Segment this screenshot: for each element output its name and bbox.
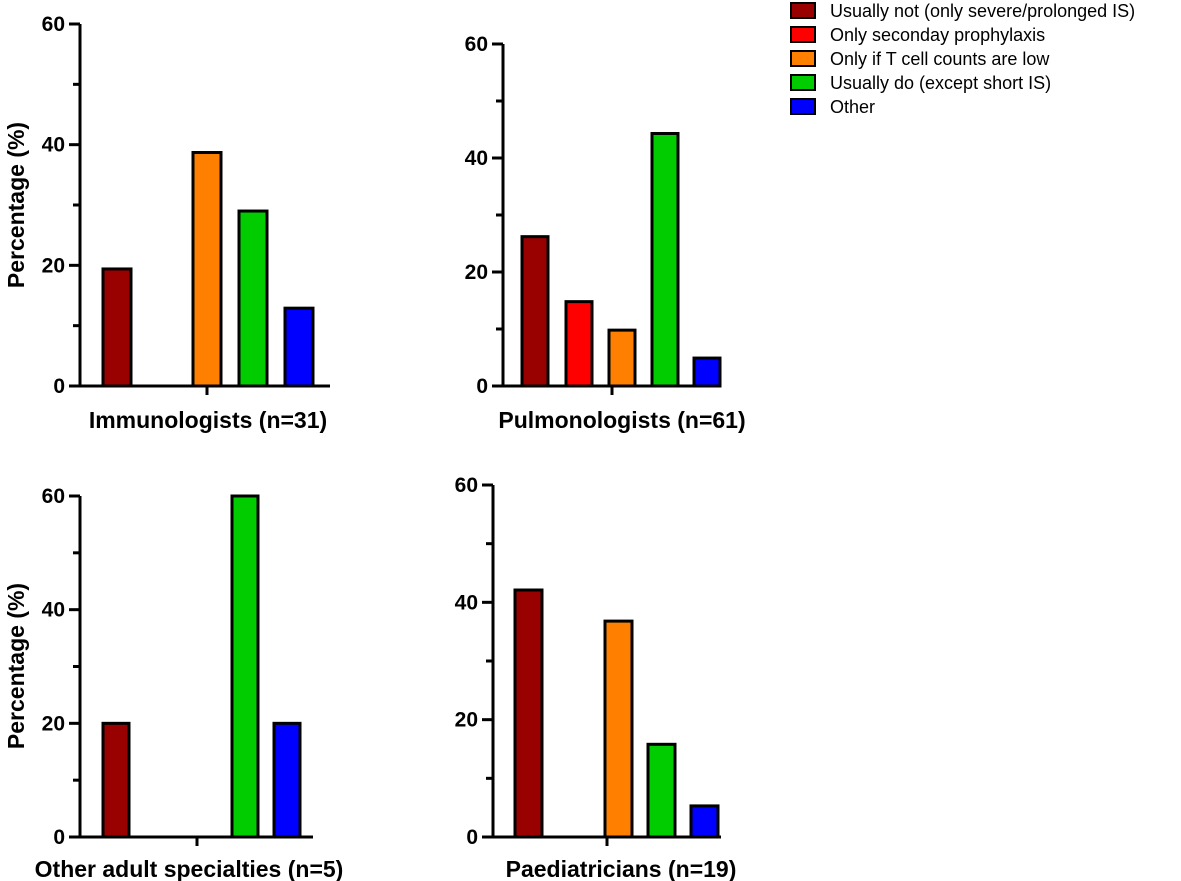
bar-5 bbox=[272, 721, 302, 839]
legend-label: Only if T cell counts are low bbox=[830, 49, 1050, 69]
bar-1 bbox=[520, 235, 550, 388]
y-tick-label: 20 bbox=[42, 254, 65, 277]
bar-4 bbox=[650, 131, 680, 388]
x-axis-label: Paediatricians (n=19) bbox=[506, 856, 737, 881]
bar-3 bbox=[191, 151, 223, 388]
y-tick-label: 60 bbox=[42, 13, 65, 36]
bar-3 bbox=[607, 328, 637, 388]
y-tick-label: 60 bbox=[42, 485, 65, 508]
chart-immunologists: 0 20 40 60 Immunologists (n=31) Percentage (%… bbox=[3, 13, 330, 433]
bar-5 bbox=[692, 356, 722, 388]
x-axis-label: Other adult specialties (n=5) bbox=[35, 856, 344, 881]
x-axis-label: Immunologists (n=31) bbox=[89, 407, 327, 433]
y-tick-label: 40 bbox=[465, 147, 488, 170]
legend: Usually not (only severe/prolonged IS) On… bbox=[790, 1, 1135, 117]
y-tick-label: 0 bbox=[53, 375, 65, 398]
bar-5 bbox=[689, 804, 720, 839]
bar-4 bbox=[230, 494, 260, 839]
bar-5 bbox=[283, 306, 315, 388]
bar-1 bbox=[513, 588, 544, 839]
legend-label: Usually do (except short IS) bbox=[830, 73, 1051, 93]
bar-2 bbox=[564, 300, 594, 388]
legend-swatch bbox=[790, 98, 816, 115]
y-tick-label: 0 bbox=[476, 375, 488, 398]
bar-1 bbox=[101, 267, 133, 388]
bar-1 bbox=[101, 721, 131, 839]
x-axis-label: Pulmonologists (n=61) bbox=[498, 407, 745, 433]
y-axis-label: Percentage (%) bbox=[3, 122, 29, 288]
y-tick-label: 60 bbox=[455, 474, 478, 497]
chart-pulmonologists: 0 20 40 60 Pulmonologists (n=61) bbox=[465, 33, 746, 433]
legend-swatch bbox=[790, 2, 816, 19]
bar-4 bbox=[237, 209, 269, 388]
chart-paediatricians: 0 20 40 60 Paediatricians (n=19) bbox=[455, 474, 737, 881]
y-tick-label: 0 bbox=[53, 826, 65, 849]
y-tick-label: 0 bbox=[466, 826, 478, 849]
legend-swatch bbox=[790, 74, 816, 91]
y-tick-label: 40 bbox=[42, 599, 65, 622]
legend-label: Only seconday prophylaxis bbox=[830, 25, 1045, 45]
y-tick-label: 20 bbox=[455, 709, 478, 732]
legend-swatch bbox=[790, 26, 816, 43]
y-tick-label: 60 bbox=[465, 33, 488, 56]
legend-label: Other bbox=[830, 97, 875, 117]
y-axis-label: Percentage (%) bbox=[3, 583, 29, 749]
legend-label: Usually not (only severe/prolonged IS) bbox=[830, 1, 1135, 21]
bar-4 bbox=[646, 742, 677, 839]
y-tick-label: 20 bbox=[42, 712, 65, 735]
legend-swatch bbox=[790, 50, 816, 67]
bar-3 bbox=[603, 619, 634, 839]
y-tick-label: 40 bbox=[455, 591, 478, 614]
y-tick-label: 20 bbox=[465, 261, 488, 284]
y-tick-label: 40 bbox=[42, 134, 65, 157]
chart-other-adult-specialties: 0 20 40 60 Other adult specialties (n=5) Perc… bbox=[3, 485, 343, 881]
